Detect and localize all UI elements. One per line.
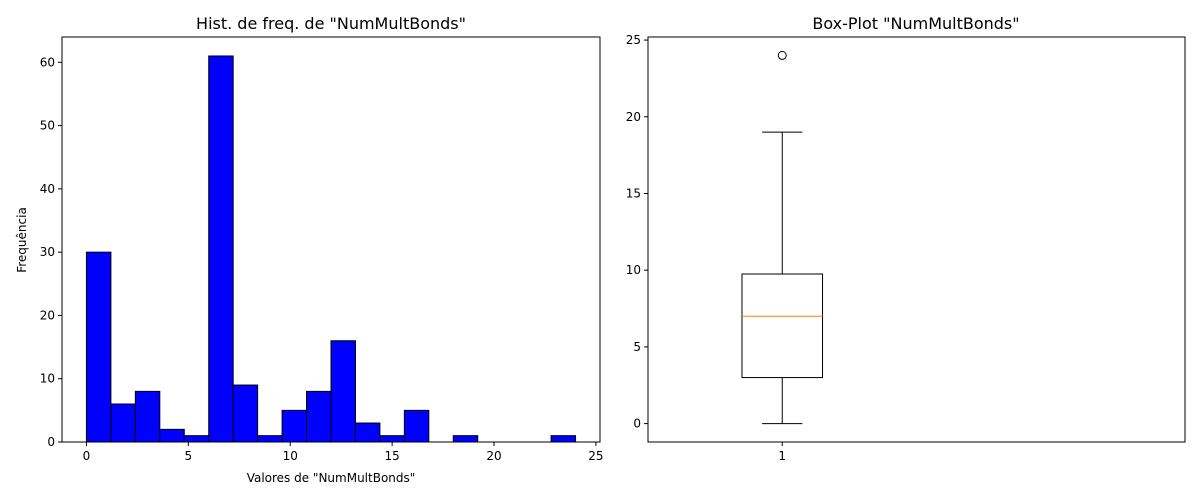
histogram-x-tick-label: 25 <box>588 449 603 463</box>
histogram-axes-frame <box>61 36 601 443</box>
histogram-x-ticks: 0 5 10 15 20 25 <box>83 442 604 463</box>
histogram-bar <box>159 428 185 443</box>
boxplot-axes-frame <box>647 36 1186 443</box>
histogram-bar <box>550 435 577 443</box>
histogram-bars <box>85 55 577 443</box>
histogram-y-tick-label: 60 <box>40 55 55 69</box>
histogram-y-tick-label: 40 <box>40 182 55 196</box>
histogram-y-label: Frequência <box>15 207 29 273</box>
boxplot-panel: Box-Plot "NumMultBonds" 0 5 10 15 20 25 1 <box>626 14 1186 463</box>
boxplot-x-tick-label: 1 <box>778 449 786 463</box>
histogram-y-tick-label: 10 <box>40 372 55 386</box>
histogram-bar <box>306 390 332 443</box>
histogram-bar <box>452 435 479 443</box>
histogram-y-ticks: 0 10 20 30 40 50 60 <box>40 55 62 449</box>
histogram-x-tick-label: 15 <box>384 449 399 463</box>
histogram-bar <box>110 403 136 443</box>
histogram-bar <box>379 435 405 443</box>
histogram-bar <box>281 409 308 443</box>
histogram-bar <box>330 340 356 443</box>
histogram-y-tick-label: 20 <box>40 308 55 322</box>
histogram-y-tick-label: 0 <box>47 435 55 449</box>
histogram-x-tick-label: 20 <box>486 449 501 463</box>
histogram-x-tick-label: 5 <box>185 449 193 463</box>
histogram-title: Hist. de freq. de "NumMultBonds" <box>196 14 466 33</box>
histogram-x-tick-label: 10 <box>283 449 298 463</box>
boxplot-y-tick-label: 0 <box>633 417 641 431</box>
boxplot-outlier <box>777 50 787 60</box>
histogram-bar <box>232 384 259 443</box>
boxplot-y-ticks: 0 5 10 15 20 25 <box>626 33 648 431</box>
boxplot-marks <box>741 50 824 425</box>
histogram-panel: Hist. de freq. de "NumMultBonds" 0 5 10 15 2… <box>15 14 604 485</box>
histogram-bar <box>134 390 161 443</box>
boxplot-y-tick-label: 10 <box>626 263 641 277</box>
boxplot-y-tick-label: 25 <box>626 33 641 47</box>
boxplot-x-ticks: 1 <box>778 442 786 463</box>
histogram-bar <box>208 55 234 443</box>
histogram-bar <box>183 435 210 443</box>
boxplot-y-tick-label: 20 <box>626 110 641 124</box>
histogram-bar <box>257 435 283 443</box>
histogram-y-tick-label: 50 <box>40 119 55 133</box>
histogram-x-tick-label: 0 <box>83 449 91 463</box>
histogram-y-tick-label: 30 <box>40 245 55 259</box>
histogram-x-label: Valores de "NumMultBonds" <box>247 471 416 485</box>
boxplot-y-tick-label: 15 <box>626 186 641 200</box>
boxplot-y-tick-label: 5 <box>633 340 641 354</box>
boxplot-title: Box-Plot "NumMultBonds" <box>812 14 1019 33</box>
histogram-bar <box>354 422 381 443</box>
histogram-bar <box>403 409 430 443</box>
histogram-bar <box>85 251 112 443</box>
boxplot-box <box>741 273 824 379</box>
